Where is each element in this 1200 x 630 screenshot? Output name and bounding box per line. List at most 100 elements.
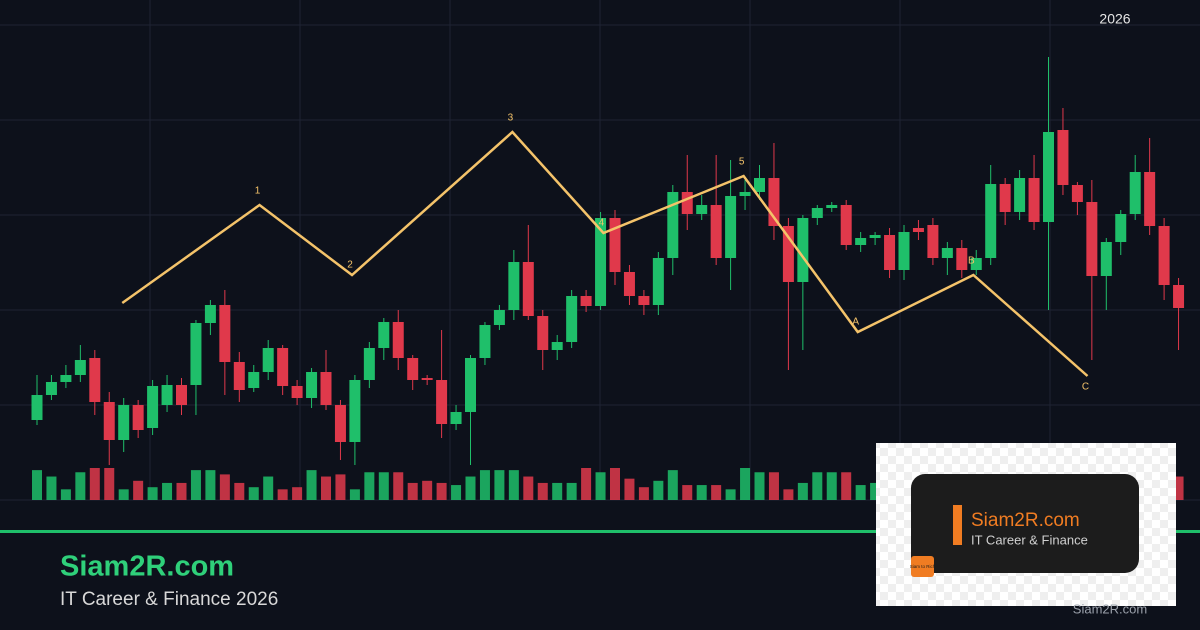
- candle-body: [248, 372, 260, 388]
- volume-bar: [667, 470, 678, 500]
- volume-bar: [176, 482, 187, 500]
- candle-body: [667, 192, 679, 258]
- volume-bar: [696, 485, 707, 500]
- volume-bar: [610, 468, 620, 500]
- wave-label: C: [1082, 382, 1089, 393]
- candle-body: [1158, 226, 1170, 285]
- candle-body: [1129, 172, 1141, 214]
- wave-label: 3: [508, 113, 514, 124]
- candle-body: [912, 228, 924, 232]
- volume-bar: [740, 468, 751, 500]
- volume-bar: [855, 485, 866, 500]
- wave-label: 2: [347, 260, 353, 271]
- volume-bar: [118, 489, 129, 500]
- candle-body: [147, 386, 159, 428]
- candle-body: [349, 380, 361, 442]
- logo-name: Siam2R.com: [971, 510, 1080, 531]
- divider: [0, 530, 1200, 533]
- candle-body: [407, 358, 419, 380]
- logo-tagline: IT Career & Finance: [971, 532, 1088, 547]
- volume-bar: [682, 485, 693, 500]
- volume-bar: [89, 468, 100, 500]
- wave-label: A: [852, 317, 859, 328]
- volume-bar: [711, 485, 722, 500]
- candle-body: [580, 296, 592, 306]
- candle-body: [334, 405, 346, 442]
- candle-body: [421, 378, 433, 380]
- wave-label: 1: [255, 186, 261, 197]
- volume-bar: [60, 489, 71, 500]
- candle-body: [392, 322, 404, 358]
- candle-body: [869, 235, 881, 238]
- volume-bar: [638, 487, 649, 500]
- volume-bar: [46, 476, 57, 500]
- candle-body: [479, 325, 491, 358]
- volume-bar: [364, 472, 375, 500]
- candle-body: [262, 348, 274, 372]
- candle-body: [233, 362, 245, 390]
- volume-bar: [725, 489, 736, 500]
- candle-body: [1115, 214, 1127, 242]
- volume-bar: [32, 470, 42, 500]
- candle-body: [277, 348, 289, 386]
- volume-bar: [595, 472, 606, 500]
- volume-bar: [393, 472, 404, 500]
- volume-bar: [162, 482, 173, 500]
- candle-body: [1173, 285, 1185, 308]
- candle-body: [363, 348, 375, 380]
- wave-label: 5: [739, 157, 745, 168]
- candle-body: [436, 380, 448, 424]
- candle-body: [465, 358, 476, 412]
- volume-bar: [407, 482, 418, 500]
- volume-bar: [263, 476, 274, 500]
- candle-body: [1144, 172, 1156, 226]
- candle-body: [320, 372, 332, 405]
- logo-badge: [911, 556, 934, 577]
- candle-body: [508, 262, 520, 310]
- candle-body: [161, 385, 173, 405]
- volume-bar: [75, 472, 86, 500]
- candle-body: [1057, 130, 1069, 185]
- volume-bar: [653, 480, 664, 500]
- candle-body: [941, 248, 953, 258]
- volume-bar: [479, 470, 490, 500]
- volume-bar: [812, 472, 823, 500]
- candle-body: [537, 316, 549, 350]
- candle-body: [609, 218, 621, 272]
- volume-bar: [870, 482, 881, 500]
- candle-body: [710, 205, 722, 258]
- logo-panel: [911, 474, 1139, 573]
- volume-bar: [797, 482, 808, 500]
- volume-bar: [248, 487, 259, 500]
- volume-bar: [465, 476, 476, 500]
- wave-line: [121, 130, 1089, 377]
- volume-bar: [335, 474, 346, 500]
- candle-body: [927, 225, 939, 258]
- candle-body: [696, 205, 708, 214]
- candle-body: [45, 382, 57, 395]
- candle-body: [826, 205, 838, 208]
- volume-bar: [1173, 476, 1184, 500]
- candle-body: [60, 375, 72, 382]
- volume-bar: [349, 489, 360, 500]
- candle-body: [522, 262, 534, 316]
- candle-body: [1028, 178, 1040, 222]
- candle-body: [89, 358, 101, 402]
- volume-bar: [508, 470, 519, 500]
- volume-bar: [205, 470, 216, 500]
- candle-body: [1043, 132, 1054, 222]
- candle-body: [118, 405, 130, 440]
- volume-bar: [768, 472, 779, 500]
- candle-body: [1100, 242, 1112, 276]
- candle-body: [840, 205, 852, 245]
- logo-card: Siam2R.com IT Career & Finance Siam to R…: [876, 443, 1176, 606]
- volume-bar: [234, 482, 245, 500]
- watermark: Siam2R.com: [1073, 601, 1147, 616]
- candle-body: [956, 248, 968, 270]
- candle-body: [970, 258, 982, 270]
- candle-body: [1086, 202, 1098, 276]
- candle-body: [306, 372, 318, 398]
- candle-body: [291, 386, 303, 398]
